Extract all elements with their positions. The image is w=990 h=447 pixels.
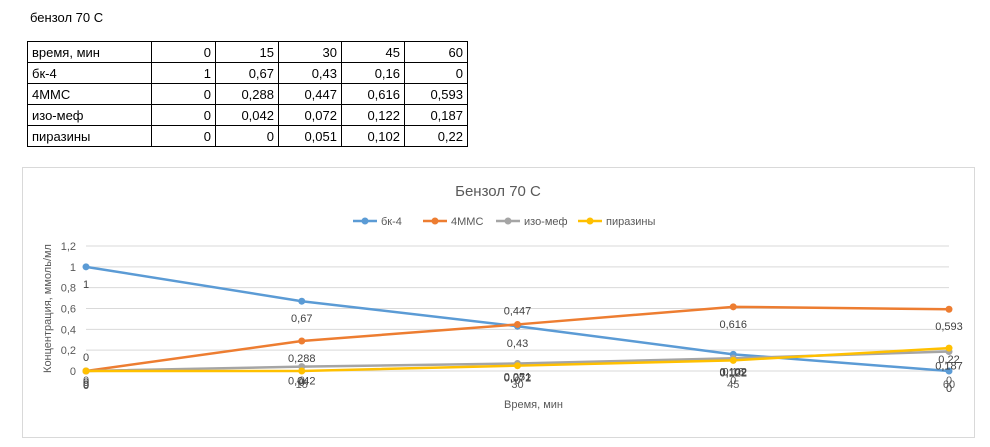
table-cell[interactable]: 0	[151, 125, 216, 147]
x-tick-label: 0	[946, 375, 952, 387]
table-cell[interactable]: 0,042	[215, 104, 279, 126]
legend-marker	[361, 217, 369, 225]
data-point	[729, 356, 737, 364]
table-cell[interactable]: 15	[215, 41, 279, 63]
y-tick-label: 1,2	[61, 241, 76, 253]
table-cell[interactable]: 0	[404, 62, 468, 84]
y-tick-label: 0,4	[61, 324, 76, 336]
line-chart: Бензол 70 С бк-4 4ММС изо-меф пиразины 0 0,2 0,…	[42, 183, 963, 411]
table-header-row: время, мин 0 15 30 45 60	[27, 41, 468, 63]
table-cell[interactable]: время, мин	[27, 41, 152, 63]
table-cell[interactable]: 0,102	[341, 125, 405, 147]
y-tick-label: 0,8	[61, 283, 76, 295]
data-label: 0,042	[288, 376, 316, 388]
table-cell[interactable]: пиразины	[27, 125, 152, 147]
chart-title: Бензол 70 С	[455, 183, 541, 200]
x-tick-label: 0	[514, 375, 520, 387]
data-label: 0,593	[935, 321, 963, 333]
table-cell[interactable]: 60	[404, 41, 468, 63]
legend-label: изо-меф	[524, 216, 568, 228]
data-label: 1	[83, 279, 89, 291]
data-label: 0	[946, 383, 952, 395]
legend-label: бк-4	[381, 216, 402, 228]
data-label: 0,187	[935, 361, 963, 373]
table-cell[interactable]: 0,051	[278, 125, 342, 147]
table-cell[interactable]: 0,187	[404, 104, 468, 126]
data-label: 0,447	[504, 305, 532, 317]
y-tick-label: 0,2	[61, 345, 76, 357]
data-label: 0,288	[288, 353, 316, 365]
table-cell[interactable]: 0	[151, 41, 216, 63]
table-cell[interactable]: 1	[151, 62, 216, 84]
data-label: 0	[299, 377, 305, 389]
x-tick-label: 60	[943, 379, 955, 391]
data-point	[298, 337, 306, 345]
table-row: 4ММС 0 0,288 0,447 0,616 0,593	[27, 83, 468, 105]
data-label: 0	[83, 380, 89, 392]
table-cell[interactable]: 0,16	[341, 62, 405, 84]
legend-label: 4ММС	[451, 216, 483, 228]
y-tick-label: 1	[70, 262, 76, 274]
legend-label: пиразины	[606, 216, 655, 228]
table-cell[interactable]: 0,122	[341, 104, 405, 126]
x-tick-label: 0	[83, 379, 89, 391]
data-label: 0,616	[719, 319, 747, 331]
table-cell[interactable]: 0,67	[215, 62, 279, 84]
table-cell[interactable]: 0,593	[404, 83, 468, 105]
data-label: 0,051	[504, 372, 532, 384]
table-cell[interactable]: 30	[278, 41, 342, 63]
table-row: бк-4 1 0,67 0,43 0,16 0	[27, 62, 468, 84]
data-label: 0	[83, 377, 89, 389]
chart-container[interactable]: Бензол 70 С бк-4 4ММС изо-меф пиразины 0 0,2 0,…	[22, 167, 975, 438]
data-point	[298, 367, 306, 375]
data-label: 0,102	[719, 366, 747, 378]
table-cell[interactable]: 4ММС	[27, 83, 152, 105]
data-point	[945, 305, 953, 313]
legend-marker	[431, 217, 439, 225]
x-tick-label: 0	[299, 375, 305, 387]
data-point	[945, 367, 953, 375]
data-point	[729, 303, 737, 311]
data-label: 0,67	[291, 313, 312, 325]
table-cell[interactable]: 0	[215, 125, 279, 147]
data-point	[945, 344, 953, 352]
x-tick-label: 0	[83, 375, 89, 387]
sheet-title: бензол 70 С	[30, 10, 104, 25]
legend-marker	[504, 217, 512, 225]
data-point	[514, 320, 521, 328]
table-cell[interactable]: 0,447	[278, 83, 342, 105]
table-cell[interactable]: изо-меф	[27, 104, 152, 126]
table-cell[interactable]: 0	[151, 104, 216, 126]
x-tick-label: 0	[730, 375, 736, 387]
table-cell[interactable]: 0,43	[278, 62, 342, 84]
data-point	[514, 362, 521, 370]
legend-marker	[586, 217, 594, 225]
data-label: 0,43	[507, 338, 528, 350]
data-point	[298, 297, 306, 305]
data-label: 0,072	[504, 373, 532, 385]
data-label: 0	[83, 352, 89, 364]
x-tick-label: 15	[296, 379, 308, 391]
x-axis-title: Время, мин	[504, 399, 563, 411]
y-axis-title: Концентрация, ммоль/мл	[42, 244, 54, 373]
data-table: время, мин 0 15 30 45 60 бк-4 1 0,67 0,4…	[27, 41, 468, 147]
table-cell[interactable]: 0	[151, 83, 216, 105]
table-cell[interactable]: 0,072	[278, 104, 342, 126]
table-cell[interactable]: 0,22	[404, 125, 468, 147]
table-row: изо-меф 0 0,042 0,072 0,122 0,187	[27, 104, 468, 126]
data-label: 0,16	[723, 366, 744, 378]
table-cell[interactable]: 45	[341, 41, 405, 63]
data-label: 0,122	[719, 367, 747, 379]
y-tick-label: 0	[70, 366, 76, 378]
data-point	[82, 367, 90, 375]
table-cell[interactable]: бк-4	[27, 62, 152, 84]
data-label: 0,22	[938, 354, 959, 366]
x-tick-label: 30	[511, 379, 523, 391]
table-row: пиразины 0 0 0,051 0,102 0,22	[27, 125, 468, 147]
y-tick-label: 0,6	[61, 304, 76, 316]
table-cell[interactable]: 0,288	[215, 83, 279, 105]
data-point	[82, 263, 90, 271]
table-cell[interactable]: 0,616	[341, 83, 405, 105]
x-tick-label: 45	[727, 379, 739, 391]
